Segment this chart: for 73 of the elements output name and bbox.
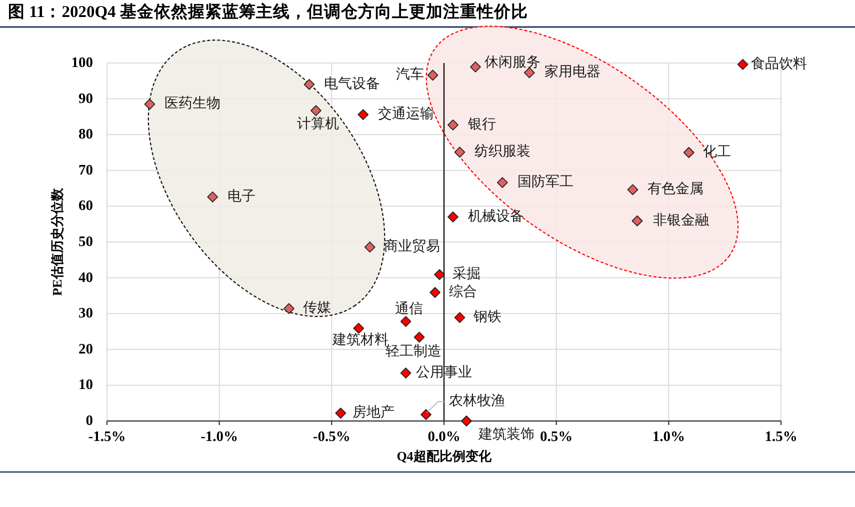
- point: [400, 316, 412, 327]
- x-tick-label: 0.5%: [540, 429, 573, 445]
- y-tick-label: 20: [78, 341, 93, 358]
- point: [414, 332, 425, 343]
- y-tick-label: 0: [86, 413, 93, 429]
- series-label: 通信: [394, 300, 423, 317]
- y-tick-label: 100: [71, 55, 93, 71]
- series-label: 食品饮料: [750, 56, 807, 72]
- point: [448, 119, 458, 130]
- series-label: 电气设备: [324, 76, 380, 92]
- series-label: 有色金属: [648, 181, 704, 198]
- x-tick-label: -0.5%: [312, 429, 350, 445]
- y-tick-label: 60: [78, 198, 93, 214]
- y-axis-title: PE估值历史分位数: [50, 187, 64, 296]
- series-label: 计算机: [296, 116, 339, 132]
- point: [448, 211, 458, 222]
- series-label: 商业贸易: [384, 238, 440, 255]
- x-tick-label: -1.0%: [200, 429, 238, 445]
- point: [335, 408, 346, 419]
- series-label: 钢铁: [472, 309, 502, 326]
- point: [364, 242, 376, 252]
- point: [400, 368, 412, 378]
- series-label: 国防军工: [517, 174, 574, 190]
- series-label: 汽车: [396, 66, 424, 83]
- point: [737, 58, 748, 70]
- series-label: 纺织服装: [474, 144, 531, 160]
- series-label: 综合: [449, 284, 478, 300]
- x-axis-title: Q4超配比例变化: [396, 448, 492, 464]
- y-tick-label: 90: [78, 90, 93, 107]
- y-tick-label: 10: [78, 377, 93, 394]
- point: [454, 146, 466, 158]
- point: [427, 70, 438, 81]
- series-label: 传媒: [302, 300, 331, 316]
- series-label: 机械设备: [468, 208, 524, 224]
- series-label: 医药生物: [164, 96, 221, 112]
- y-tick-label: 80: [78, 126, 93, 143]
- series-label: 交通运输: [378, 106, 434, 122]
- series-label: 银行: [466, 116, 496, 132]
- series-label: 建筑装饰: [477, 426, 534, 442]
- y-tick-label: 70: [78, 162, 93, 178]
- series-label: 采掘: [452, 266, 481, 282]
- x-tick-label: -1.5%: [88, 429, 126, 445]
- point: [358, 109, 369, 120]
- point: [434, 269, 445, 280]
- y-tick-label: 40: [78, 270, 93, 286]
- y-tick-label: 30: [78, 306, 93, 322]
- series-label: 休闲服务: [484, 54, 540, 70]
- chart-title: 图 11：2020Q4 基金依然握紧蓝筹主线，但调仓方向上更加注重性价比: [8, 2, 528, 21]
- point: [461, 416, 472, 426]
- point: [430, 287, 440, 298]
- point: [304, 79, 315, 90]
- y-tick-label: 50: [78, 234, 93, 250]
- point: [207, 191, 218, 202]
- series-label: 电子: [228, 188, 256, 204]
- point: [496, 177, 508, 188]
- series-label: 轻工制造: [385, 344, 442, 360]
- series-label: 房地产: [352, 404, 395, 421]
- x-tick-label: 0.0%: [428, 429, 460, 445]
- x-tick-label: 1.5%: [764, 429, 798, 445]
- x-tick-label: 1.0%: [652, 429, 685, 445]
- series-label: 家用电器: [544, 64, 600, 80]
- point: [470, 61, 481, 72]
- point: [284, 303, 294, 314]
- series-label: 非银金融: [653, 212, 710, 228]
- point: [420, 409, 432, 420]
- point: [454, 312, 466, 323]
- point: [632, 215, 643, 226]
- series-label: 化工: [702, 144, 731, 160]
- point: [310, 105, 322, 116]
- point: [144, 98, 156, 110]
- point: [683, 147, 694, 158]
- series-label: 农林牧渔: [449, 393, 506, 410]
- point: [627, 184, 638, 196]
